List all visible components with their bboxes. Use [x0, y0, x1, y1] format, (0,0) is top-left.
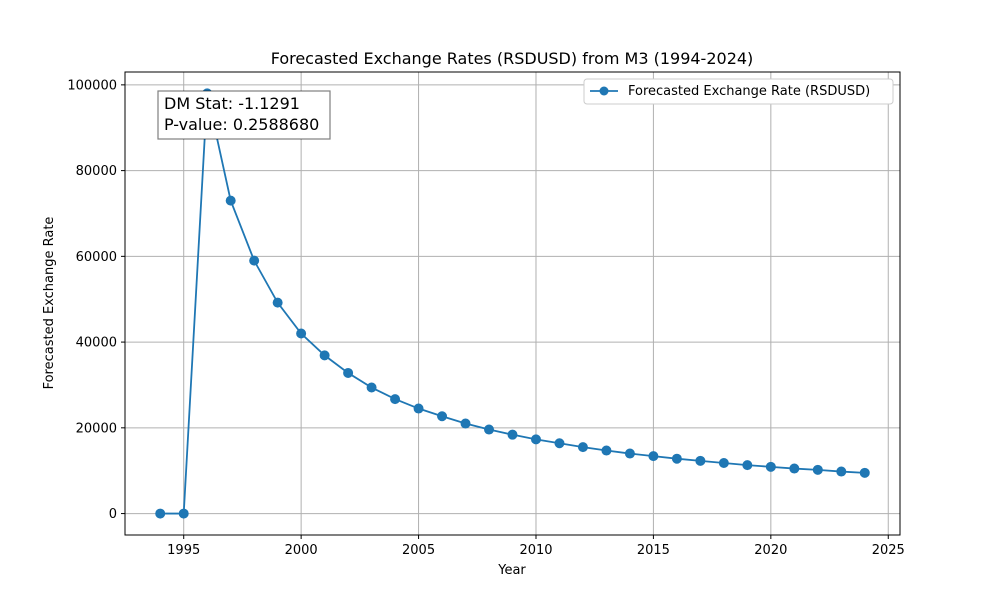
- data-point: [249, 255, 260, 266]
- data-point: [460, 418, 471, 429]
- x-tick-label: 2025: [872, 543, 905, 558]
- data-point: [859, 467, 870, 478]
- data-point: [812, 464, 823, 475]
- data-point: [178, 508, 189, 519]
- data-point: [765, 461, 776, 472]
- data-point: [530, 434, 541, 445]
- x-tick-label: 2015: [637, 543, 670, 558]
- y-tick-label: 60000: [76, 250, 117, 265]
- y-tick-label: 0: [109, 507, 117, 522]
- data-point: [742, 460, 753, 471]
- x-axis: 1995 2000 2005 2010 2015 2020 2025: [167, 535, 905, 558]
- data-point: [343, 367, 354, 378]
- series-layer: [155, 88, 870, 519]
- data-point: [718, 457, 729, 468]
- x-tick-label: 2000: [285, 543, 318, 558]
- x-tick-label: 1995: [167, 543, 200, 558]
- dm-stat-text: DM Stat: -1.1291: [164, 94, 300, 113]
- data-point: [272, 297, 283, 308]
- legend-frame: [583, 78, 894, 105]
- chart-title: Forecasted Exchange Rates (RSDUSD) from …: [271, 49, 754, 68]
- y-axis: 0 20000 40000 60000 80000 100000: [67, 78, 125, 522]
- series-line: [160, 93, 865, 515]
- data-point: [648, 451, 659, 462]
- x-axis-label: Year: [497, 563, 526, 578]
- y-tick-label: 20000: [76, 421, 117, 436]
- data-point: [413, 403, 424, 414]
- data-point: [507, 429, 518, 440]
- data-point: [695, 455, 706, 466]
- y-tick-label: 100000: [67, 78, 117, 93]
- x-tick-label: 2005: [402, 543, 435, 558]
- data-point: [671, 453, 682, 464]
- data-point: [624, 448, 635, 459]
- y-axis-label: Forecasted Exchange Rate: [42, 217, 57, 390]
- data-point: [319, 350, 330, 361]
- data-point: [366, 382, 377, 393]
- x-tick-label: 2020: [754, 543, 787, 558]
- data-point: [577, 442, 588, 453]
- data-point: [390, 394, 401, 405]
- annotation-frame: [157, 90, 331, 140]
- data-point: [601, 445, 612, 456]
- data-point: [789, 463, 800, 474]
- data-point: [554, 438, 565, 449]
- data-point: [484, 424, 495, 435]
- annotation-box: DM Stat: -1.1291 P-value: 0.2588680: [157, 90, 331, 140]
- data-point: [296, 328, 307, 339]
- legend-marker-swatch: [599, 86, 609, 96]
- data-point: [836, 466, 847, 477]
- p-value-text: P-value: 0.2588680: [164, 115, 319, 134]
- plot-frame: [124, 71, 901, 536]
- data-point: [225, 195, 236, 206]
- x-tick-label: 2010: [519, 543, 552, 558]
- grid: [125, 72, 900, 535]
- legend: Forecasted Exchange Rate (RSDUSD): [583, 78, 894, 105]
- y-tick-label: 40000: [76, 336, 117, 351]
- data-point: [155, 508, 166, 519]
- data-point: [437, 411, 448, 422]
- y-tick-label: 80000: [76, 164, 117, 179]
- legend-label: Forecasted Exchange Rate (RSDUSD): [628, 84, 870, 99]
